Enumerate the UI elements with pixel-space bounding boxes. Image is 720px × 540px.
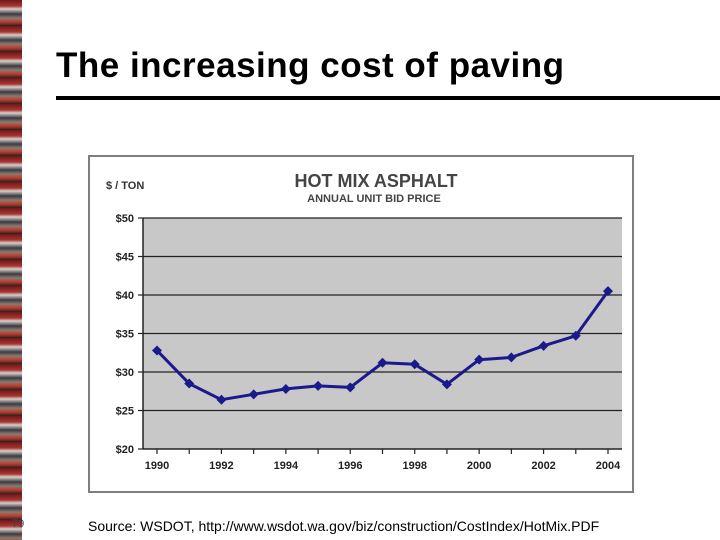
y-tick-label: $35 <box>116 329 134 341</box>
data-point-marker <box>248 389 259 400</box>
y-tick-label: $20 <box>116 444 134 456</box>
x-tick-label: 1990 <box>145 460 169 472</box>
data-point-marker <box>409 359 420 370</box>
y-tick-label: $40 <box>116 290 134 302</box>
y-tick-label: $50 <box>116 213 134 225</box>
data-point-marker <box>474 354 485 365</box>
chart-container: HOT MIX ASPHALT ANNUAL UNIT BID PRICE $ … <box>88 155 634 493</box>
x-tick-label: 1994 <box>274 460 299 472</box>
chart-title: HOT MIX ASPHALT <box>295 171 458 191</box>
x-tick-label: 2000 <box>467 460 491 472</box>
data-point-marker <box>506 352 517 363</box>
slide-title: The increasing cost of paving <box>56 46 565 85</box>
hot-mix-asphalt-chart: HOT MIX ASPHALT ANNUAL UNIT BID PRICE $ … <box>106 171 622 472</box>
slide-number: 79 <box>12 518 25 530</box>
source-citation: Source: WSDOT, http://www.wsdot.wa.gov/b… <box>88 518 600 534</box>
data-point-marker <box>603 286 613 297</box>
data-point-marker <box>441 379 452 390</box>
data-point-marker <box>152 345 162 356</box>
y-tick-label: $25 <box>116 406 134 418</box>
decorative-photo-strip <box>0 0 22 540</box>
title-underline <box>56 96 720 100</box>
data-point-marker <box>538 340 549 351</box>
x-tick-label: 2004 <box>596 460 621 472</box>
y-tick-label: $45 <box>116 252 134 264</box>
x-tick-label: 1996 <box>338 460 362 472</box>
data-point-marker <box>570 330 581 341</box>
data-point-marker <box>377 357 388 368</box>
y-axis-label: $ / TON <box>106 180 144 192</box>
data-point-marker <box>216 394 227 405</box>
x-tick-label: 1998 <box>402 460 426 472</box>
data-point-marker <box>184 378 195 389</box>
data-point-marker <box>313 380 324 391</box>
data-point-marker <box>280 383 291 394</box>
x-tick-label: 1992 <box>209 460 233 472</box>
x-tick-label: 2002 <box>531 460 555 472</box>
data-point-marker <box>345 382 356 393</box>
chart-subtitle: ANNUAL UNIT BID PRICE <box>307 193 441 205</box>
y-tick-label: $30 <box>116 367 134 379</box>
